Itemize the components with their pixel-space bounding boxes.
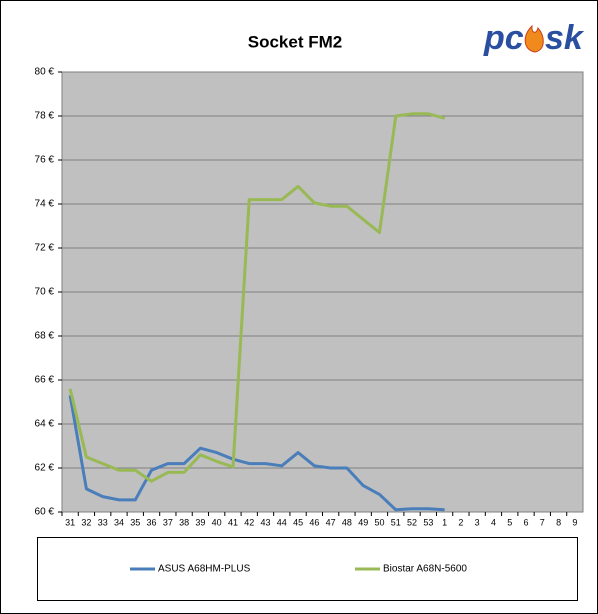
x-tick-label: 34	[114, 517, 124, 527]
x-tick-label: 45	[293, 517, 303, 527]
x-tick-label: 39	[195, 517, 205, 527]
x-tick-label: 53	[423, 517, 433, 527]
x-tick-label: 7	[540, 517, 545, 527]
x-tick-label: 32	[81, 517, 91, 527]
x-tick-label: 49	[358, 517, 368, 527]
logo-flame	[524, 24, 544, 53]
x-tick-label: 31	[65, 517, 75, 527]
x-tick-label: 50	[374, 517, 384, 527]
legend-box	[37, 537, 578, 601]
x-tick-label: 2	[458, 517, 463, 527]
y-tick-label: 66 €	[35, 375, 55, 386]
x-tick-label: 48	[342, 517, 352, 527]
y-tick-label: 68 €	[35, 331, 55, 342]
x-tick-label: 46	[309, 517, 319, 527]
x-tick-label: 6	[524, 517, 529, 527]
x-tick-label: 40	[212, 517, 222, 527]
chart-title: Socket FM2	[248, 32, 342, 51]
y-tick-label: 64 €	[35, 419, 55, 430]
x-tick-label: 43	[261, 517, 271, 527]
x-tick-label: 1	[442, 517, 447, 527]
series-line	[68, 395, 445, 512]
x-tick-label: 35	[130, 517, 140, 527]
y-tick-label: 80 €	[35, 67, 55, 78]
x-tick-label: 9	[572, 517, 577, 527]
x-tick-label: 52	[407, 517, 417, 527]
legend-label: ASUS A68HM-PLUS	[158, 564, 251, 575]
x-tick-label: 33	[98, 517, 108, 527]
y-tick-label: 72 €	[35, 243, 55, 254]
x-tick-label: 44	[277, 517, 287, 527]
y-tick-label: 78 €	[35, 111, 55, 122]
logo-right: sk	[545, 19, 585, 57]
x-tick-label: 36	[147, 517, 157, 527]
legend-label: Biostar A68N-5600	[383, 564, 467, 575]
x-tick-label: 41	[228, 517, 238, 527]
y-tick-label: 70 €	[35, 287, 55, 298]
logo: pc sk	[483, 19, 585, 57]
x-tick-label: 3	[475, 517, 480, 527]
x-tick-label: 8	[556, 517, 561, 527]
y-tick-label: 62 €	[35, 463, 55, 474]
y-tick-label: 74 €	[35, 199, 55, 210]
x-tick-label: 42	[244, 517, 254, 527]
x-tick-label: 37	[163, 517, 173, 527]
y-tick-label: 60 €	[35, 507, 55, 518]
x-tick-label: 47	[326, 517, 336, 527]
x-tick-label: 38	[179, 517, 189, 527]
logo-left: pc	[483, 19, 524, 57]
x-tick-label: 4	[491, 517, 496, 527]
y-tick-label: 76 €	[35, 155, 55, 166]
x-tick-label: 5	[507, 517, 512, 527]
series-line	[68, 112, 445, 483]
x-tick-label: 51	[391, 517, 401, 527]
